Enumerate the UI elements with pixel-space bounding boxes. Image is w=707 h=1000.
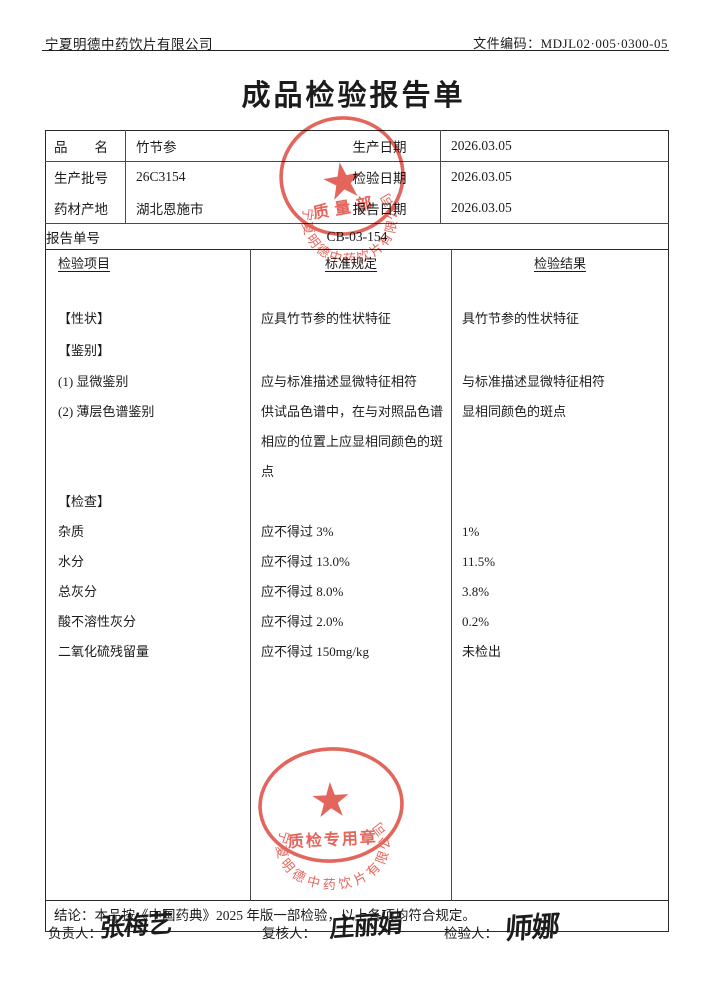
inspection-date-label: 检验日期	[348, 161, 441, 193]
report-no-value: CB-03-154	[326, 228, 388, 244]
table-row: 杂质 应不得过 3% 1%	[45, 517, 669, 547]
report-date-value: 2026.03.05	[440, 192, 669, 224]
reviewer-label: 复核人：	[262, 926, 316, 941]
report-no-row: 报告单号 CB-03-154	[46, 224, 669, 250]
signature-row: 负责人： 张梅艺 复核人： 庄丽娟 检验人： 师娜	[0, 902, 707, 952]
header-divider	[42, 50, 669, 51]
leader-signature: 张梅艺	[98, 910, 173, 943]
table-row: 药材产地 湖北恩施市 报告日期 2026.03.05	[45, 192, 669, 224]
table-filler-row	[45, 667, 669, 900]
col-header-item: 检验项目	[45, 249, 251, 304]
table-header-row: 检验项目 标准规定 检验结果	[45, 249, 669, 304]
report-date-label: 报告日期	[348, 192, 441, 224]
table-row: 【鉴别】	[45, 336, 669, 367]
table-row: 品 名 竹节参 生产日期 2026.03.05	[45, 130, 669, 162]
product-info-table: 品 名 竹节参 生产日期 2026.03.05 生产批号 26C3154 检验日…	[45, 130, 669, 250]
reviewer-signature: 庄丽娟	[328, 910, 403, 943]
table-row: 生产批号 26C3154 检验日期 2026.03.05	[45, 161, 669, 193]
conclusion-row: 结论：本品按《中国药典》2025 年版一部检验，以上各项均符合规定。	[45, 899, 669, 931]
company-name: 宁夏明德中药饮片有限公司	[45, 37, 213, 52]
table-row: 水分 应不得过 13.0% 11.5%	[45, 547, 669, 577]
table-row: (2) 薄层色谱鉴别 供试品色谱中，在与对照品色谱相应的位置上应显相同颜色的斑点…	[45, 397, 669, 487]
batch-no-value: 26C3154	[136, 169, 186, 185]
table-row: 二氧化硫残留量 应不得过 150mg/kg 未检出	[45, 637, 669, 667]
product-name-value: 竹节参	[125, 130, 349, 162]
table-row: 【检查】	[45, 487, 669, 517]
conclusion-text: 结论：本品按《中国药典》2025 年版一部检验，以上各项均符合规定。	[45, 899, 669, 931]
origin-label: 药材产地	[45, 192, 126, 224]
document-code: 文件编码：MDJL02·005·0300-05	[473, 36, 668, 51]
production-date-label: 生产日期	[348, 130, 441, 162]
table-row: 酸不溶性灰分 应不得过 2.0% 0.2%	[45, 607, 669, 637]
table-row: 报告单号 CB-03-154	[46, 224, 669, 250]
production-date-value: 2026.03.05	[440, 130, 669, 162]
origin-value: 湖北恩施市	[125, 192, 349, 224]
table-row: 总灰分 应不得过 8.0% 3.8%	[45, 577, 669, 607]
inspection-table: 检验项目 标准规定 检验结果 【性状】 应具竹节参的性状特征 具竹节参的性状特征…	[45, 249, 669, 932]
col-header-standard: 标准规定	[250, 249, 452, 304]
col-header-result: 检验结果	[533, 256, 586, 271]
report-no-label: 报告单号	[46, 230, 100, 246]
product-name-label: 品 名	[45, 130, 126, 162]
table-row: 【性状】 应具竹节参的性状特征 具竹节参的性状特征	[45, 304, 669, 336]
page-title: 成品检验报告单	[241, 80, 466, 112]
inspector-signature: 师娜	[503, 911, 560, 947]
inspection-date-value: 2026.03.05	[451, 169, 512, 185]
inspector-label: 检验人：	[444, 926, 498, 941]
leader-label: 负责人：	[48, 926, 102, 941]
table-row: (1) 显微鉴别 应与标准描述显微特征相符 与标准描述显微特征相符	[45, 367, 669, 397]
batch-no-label: 生产批号	[45, 161, 126, 193]
